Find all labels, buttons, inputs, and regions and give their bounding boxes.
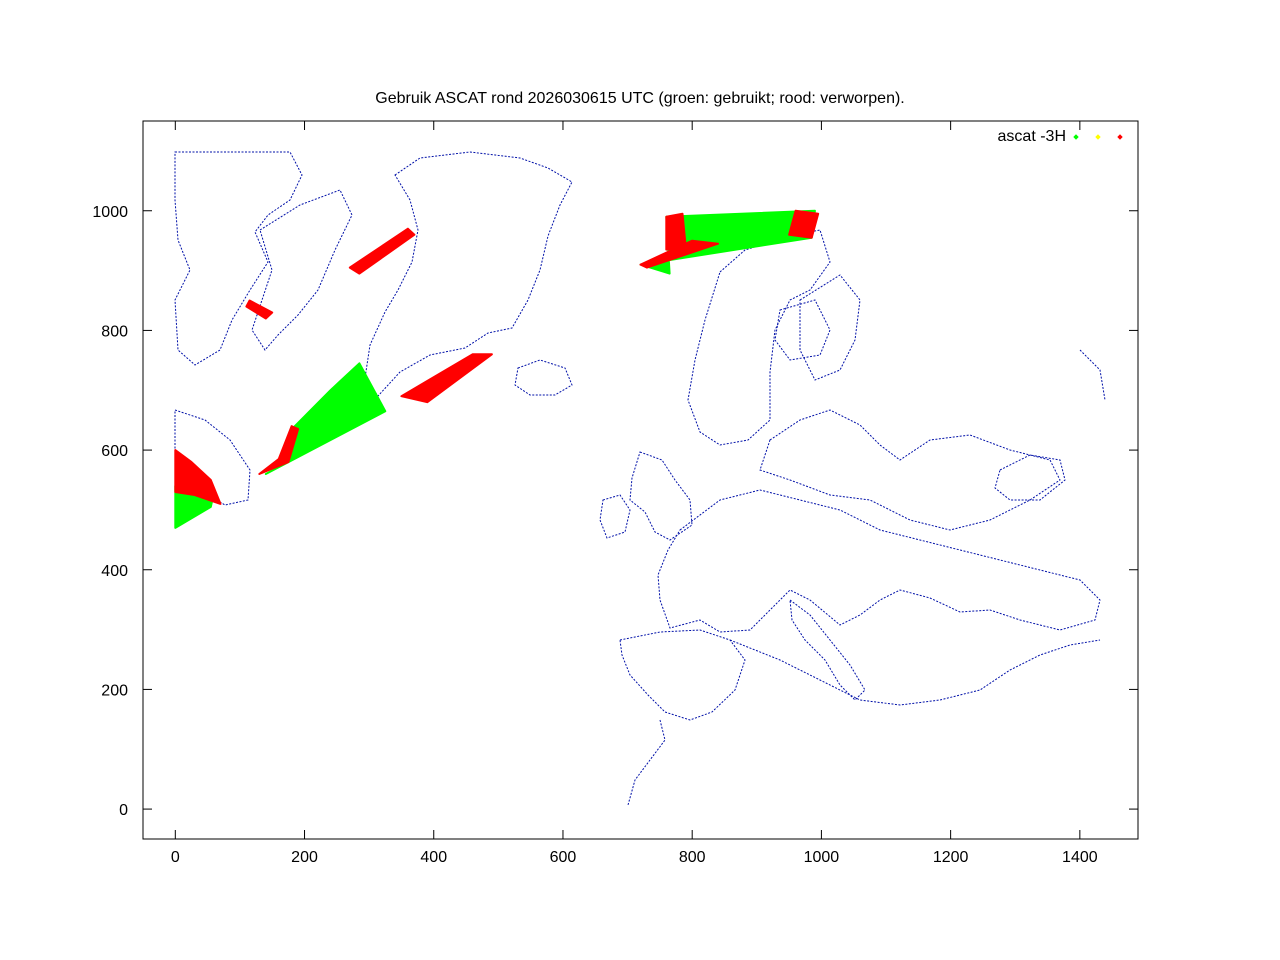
uk-coast bbox=[629, 451, 693, 541]
norway-coast bbox=[687, 229, 831, 446]
mediterranean-south-coast bbox=[729, 639, 1101, 706]
rejected-obs-swath bbox=[639, 239, 719, 269]
coastlines bbox=[174, 151, 1106, 806]
baltic-coast bbox=[759, 409, 1061, 531]
legend-marker-used bbox=[1073, 134, 1079, 140]
africa-coast bbox=[627, 719, 666, 806]
x-tick-label: 800 bbox=[679, 849, 706, 866]
canada-arctic-coast bbox=[174, 151, 303, 366]
chart-title: Gebruik ASCAT rond 2026030615 UTC (groen… bbox=[375, 90, 904, 107]
europe-mainland-coast bbox=[657, 489, 1101, 633]
iberia-coast bbox=[619, 629, 746, 721]
axis-ticks: 0 200 400 600 800 1000 1200 1400 0 200 400 600 800 10… bbox=[92, 121, 1138, 866]
observation-marks bbox=[174, 209, 820, 529]
x-tick-label: 1200 bbox=[933, 849, 969, 866]
x-tick-label: 200 bbox=[291, 849, 318, 866]
baffin-coast bbox=[251, 189, 353, 351]
iceland-coast bbox=[514, 359, 573, 396]
y-tick-label: 0 bbox=[119, 802, 128, 819]
legend-label: ascat -3H bbox=[998, 128, 1066, 145]
x-tick-label: 1000 bbox=[804, 849, 840, 866]
legend-marker-rejected bbox=[1117, 134, 1123, 140]
scandinavia-lake-coast bbox=[774, 299, 831, 361]
y-tick-label: 800 bbox=[101, 323, 128, 340]
rejected-obs-swath bbox=[245, 299, 274, 320]
rejected-obs-swath bbox=[788, 209, 820, 239]
rejected-obs-swath bbox=[348, 227, 416, 275]
plot-frame bbox=[142, 120, 1139, 840]
x-tick-label: 600 bbox=[550, 849, 577, 866]
rejected-obs-swath bbox=[400, 353, 493, 404]
italy-coast bbox=[789, 598, 866, 701]
labrador-coast bbox=[174, 409, 251, 506]
rejected-obs-swath bbox=[258, 425, 300, 475]
legend-markers bbox=[1073, 134, 1123, 140]
y-tick-label: 400 bbox=[101, 563, 128, 580]
y-tick-label: 200 bbox=[101, 682, 128, 699]
x-tick-label: 1400 bbox=[1062, 849, 1098, 866]
black-sea-coast bbox=[994, 454, 1066, 501]
finland-coast bbox=[799, 274, 861, 381]
y-tick-label: 1000 bbox=[92, 204, 128, 221]
legend: ascat -3H bbox=[998, 128, 1123, 145]
ireland-coast bbox=[599, 494, 631, 539]
x-tick-label: 400 bbox=[420, 849, 447, 866]
x-tick-label: 0 bbox=[171, 849, 180, 866]
y-tick-label: 600 bbox=[101, 443, 128, 460]
rejected-obs-swath bbox=[174, 449, 222, 505]
caspian-coast bbox=[1079, 349, 1106, 401]
greenland-coast bbox=[364, 151, 573, 397]
legend-marker-flagged bbox=[1095, 134, 1101, 140]
